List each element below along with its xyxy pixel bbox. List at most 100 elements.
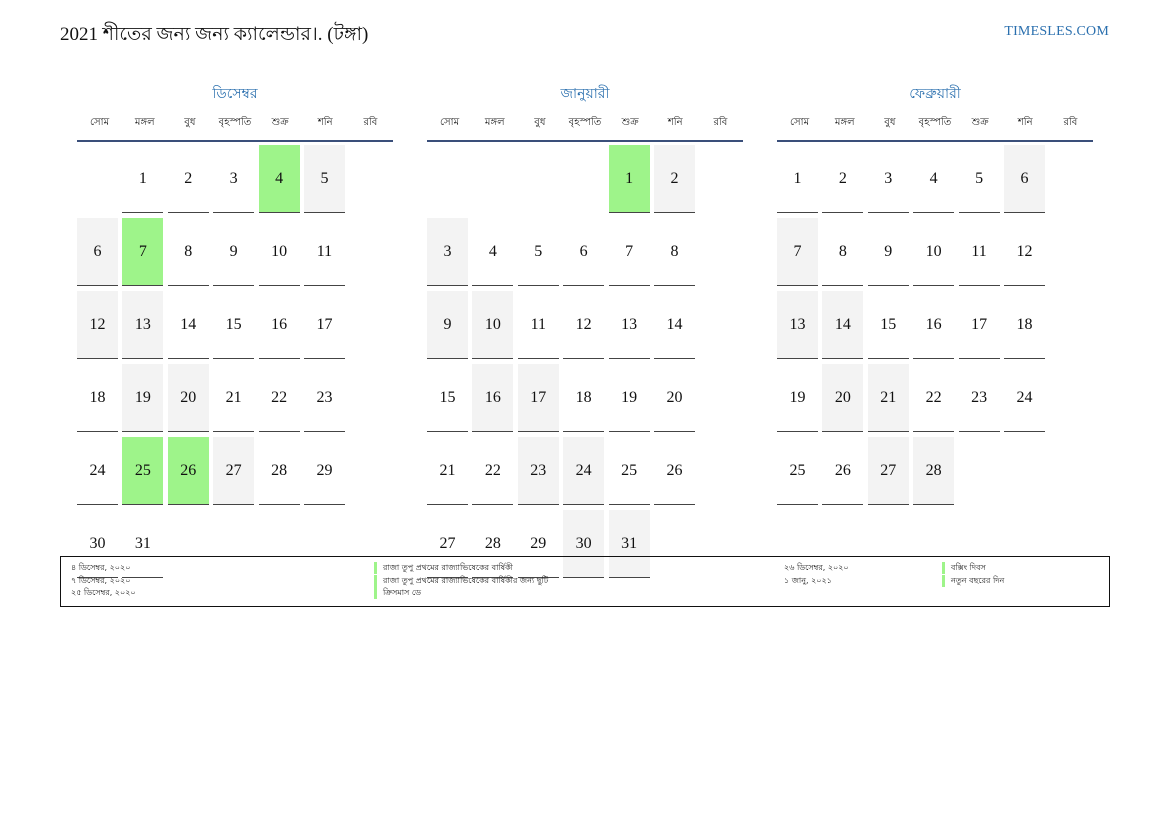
weekday-label: শনি bbox=[317, 116, 333, 128]
day-cell: 9 bbox=[213, 218, 255, 286]
weekday-label: বৃহস্পতি bbox=[918, 116, 952, 128]
day-cell: 19 bbox=[122, 364, 164, 432]
weekday-label: বুধ bbox=[184, 116, 196, 128]
day-cell: 3 bbox=[427, 218, 468, 286]
day-cell: 27 bbox=[213, 437, 255, 505]
month-name: ডিসেম্বর bbox=[212, 86, 258, 102]
weekday-label: রবি bbox=[1063, 116, 1078, 128]
day-cell: 11 bbox=[517, 291, 559, 359]
day-cell: 2 bbox=[167, 145, 209, 213]
day-cell: 8 bbox=[822, 218, 864, 286]
day-cell: 28 bbox=[472, 510, 514, 578]
weekday-label: শনি bbox=[1017, 116, 1033, 128]
empty-day-cell bbox=[518, 145, 559, 213]
day-cell: 3 bbox=[867, 145, 909, 213]
weekday-header: সোম মঙ্গল বুধ বৃহস্পতি শুক্র শনি রবি bbox=[427, 106, 743, 142]
day-cell: 24 bbox=[563, 437, 605, 505]
day-cell: 19 bbox=[608, 364, 650, 432]
day-cell: 7 bbox=[777, 218, 818, 286]
holiday-date: ২৬ ডিসেম্বর, ২০২০ bbox=[784, 563, 849, 572]
day-cell: 21 bbox=[427, 437, 468, 505]
day-cell: 29 bbox=[517, 510, 559, 578]
weekday-label: রবি bbox=[713, 116, 728, 128]
day-cell: 30 bbox=[563, 510, 605, 578]
day-cell: 6 bbox=[77, 218, 118, 286]
day-cell: 20 bbox=[822, 364, 864, 432]
weekday-label: সোম bbox=[440, 116, 460, 128]
day-cell: 13 bbox=[777, 291, 818, 359]
day-cell: 5 bbox=[303, 145, 345, 213]
day-cell: 26 bbox=[653, 437, 695, 505]
day-cell: 15 bbox=[867, 291, 909, 359]
day-cell: 16 bbox=[913, 291, 955, 359]
day-cell: 18 bbox=[563, 364, 605, 432]
weekday-label: মঙ্গল bbox=[484, 116, 505, 128]
day-cell: 8 bbox=[653, 218, 695, 286]
day-cell: 17 bbox=[303, 291, 345, 359]
weekday-label: বুধ bbox=[534, 116, 546, 128]
day-cell: 27 bbox=[867, 437, 909, 505]
holiday-date: ৪ ডিসেম্বর, ২০২০ bbox=[71, 563, 131, 572]
empty-day-cell bbox=[427, 145, 468, 213]
holiday-date: ১ জানু, ২০২১ bbox=[784, 575, 832, 585]
empty-day-cell bbox=[77, 145, 118, 213]
day-cell: 21 bbox=[213, 364, 255, 432]
day-cell: 26 bbox=[822, 437, 864, 505]
site-link[interactable]: TIMESLES.COM bbox=[1004, 24, 1109, 39]
day-cell: 1 bbox=[777, 145, 818, 213]
day-cell: 6 bbox=[563, 218, 605, 286]
day-cell: 18 bbox=[77, 364, 118, 432]
holiday-name: বক্সিং দিবস bbox=[942, 562, 986, 574]
day-cell: 3 bbox=[213, 145, 255, 213]
day-cell: 31 bbox=[608, 510, 650, 578]
day-cell: 28 bbox=[913, 437, 955, 505]
day-cell: 22 bbox=[913, 364, 955, 432]
day-cell: 7 bbox=[608, 218, 650, 286]
day-cell: 28 bbox=[258, 437, 300, 505]
day-cell: 22 bbox=[258, 364, 300, 432]
day-cell: 9 bbox=[867, 218, 909, 286]
day-cell: 5 bbox=[517, 218, 559, 286]
weekday-label: বৃহস্পতি bbox=[218, 116, 252, 128]
day-cell: 23 bbox=[958, 364, 1000, 432]
month-calendar: জানুয়ারী সোম মঙ্গল বুধ বৃহস্পতি শুক্র শনি রবি 1… bbox=[427, 84, 743, 583]
month-name: ফেব্রুয়ারী bbox=[909, 86, 961, 102]
day-grid: 1 2 3 4 5 6 7 8 9 10 11 12 13 14 15 16 17 18 19 20 21 22 23 24 2… bbox=[427, 145, 743, 583]
day-cell: 18 bbox=[1003, 291, 1045, 359]
day-cell: 10 bbox=[258, 218, 300, 286]
month-calendar: ফেব্রুয়ারী সোম মঙ্গল বুধ বৃহস্পতি শুক্র শনি রব… bbox=[777, 84, 1093, 510]
weekday-label: বৃহস্পতি bbox=[568, 116, 602, 128]
day-cell: 25 bbox=[608, 437, 650, 505]
day-cell: 17 bbox=[958, 291, 1000, 359]
day-cell: 19 bbox=[777, 364, 818, 432]
day-cell: 23 bbox=[517, 437, 559, 505]
page-title: 2021 শীতের জন্য জন্য ক্যালেন্ডার।. (টঙ্গ… bbox=[60, 24, 369, 45]
day-cell: 27 bbox=[427, 510, 468, 578]
day-cell: 24 bbox=[77, 437, 118, 505]
day-cell: 25 bbox=[777, 437, 818, 505]
day-cell: 31 bbox=[122, 510, 164, 578]
weekday-label: রবি bbox=[363, 116, 378, 128]
day-cell: 24 bbox=[1003, 364, 1045, 432]
day-cell: 17 bbox=[517, 364, 559, 432]
holiday-name: ক্রিসমাস ডে bbox=[374, 587, 421, 599]
day-cell: 23 bbox=[303, 364, 345, 432]
weekday-label: শনি bbox=[667, 116, 683, 128]
month-calendar: ডিসেম্বর সোম মঙ্গল বুধ বৃহস্পতি শুক্র শনি রবি 1 2… bbox=[77, 84, 393, 583]
day-cell: 14 bbox=[822, 291, 864, 359]
weekday-header: সোম মঙ্গল বুধ বৃহস্পতি শুক্র শনি রবি bbox=[777, 106, 1093, 142]
empty-day-cell bbox=[563, 145, 604, 213]
day-cell: 4 bbox=[913, 145, 955, 213]
weekday-label: সোম bbox=[90, 116, 110, 128]
day-cell: 15 bbox=[213, 291, 255, 359]
day-cell: 5 bbox=[958, 145, 1000, 213]
day-cell: 14 bbox=[167, 291, 209, 359]
day-cell: 29 bbox=[303, 437, 345, 505]
holiday-name: নতুন বছরের দিন bbox=[942, 574, 1004, 587]
day-cell: 2 bbox=[653, 145, 695, 213]
day-cell: 10 bbox=[913, 218, 955, 286]
day-cell: 1 bbox=[122, 145, 164, 213]
day-cell: 10 bbox=[472, 291, 514, 359]
day-cell: 20 bbox=[167, 364, 209, 432]
day-cell: 25 bbox=[122, 437, 164, 505]
